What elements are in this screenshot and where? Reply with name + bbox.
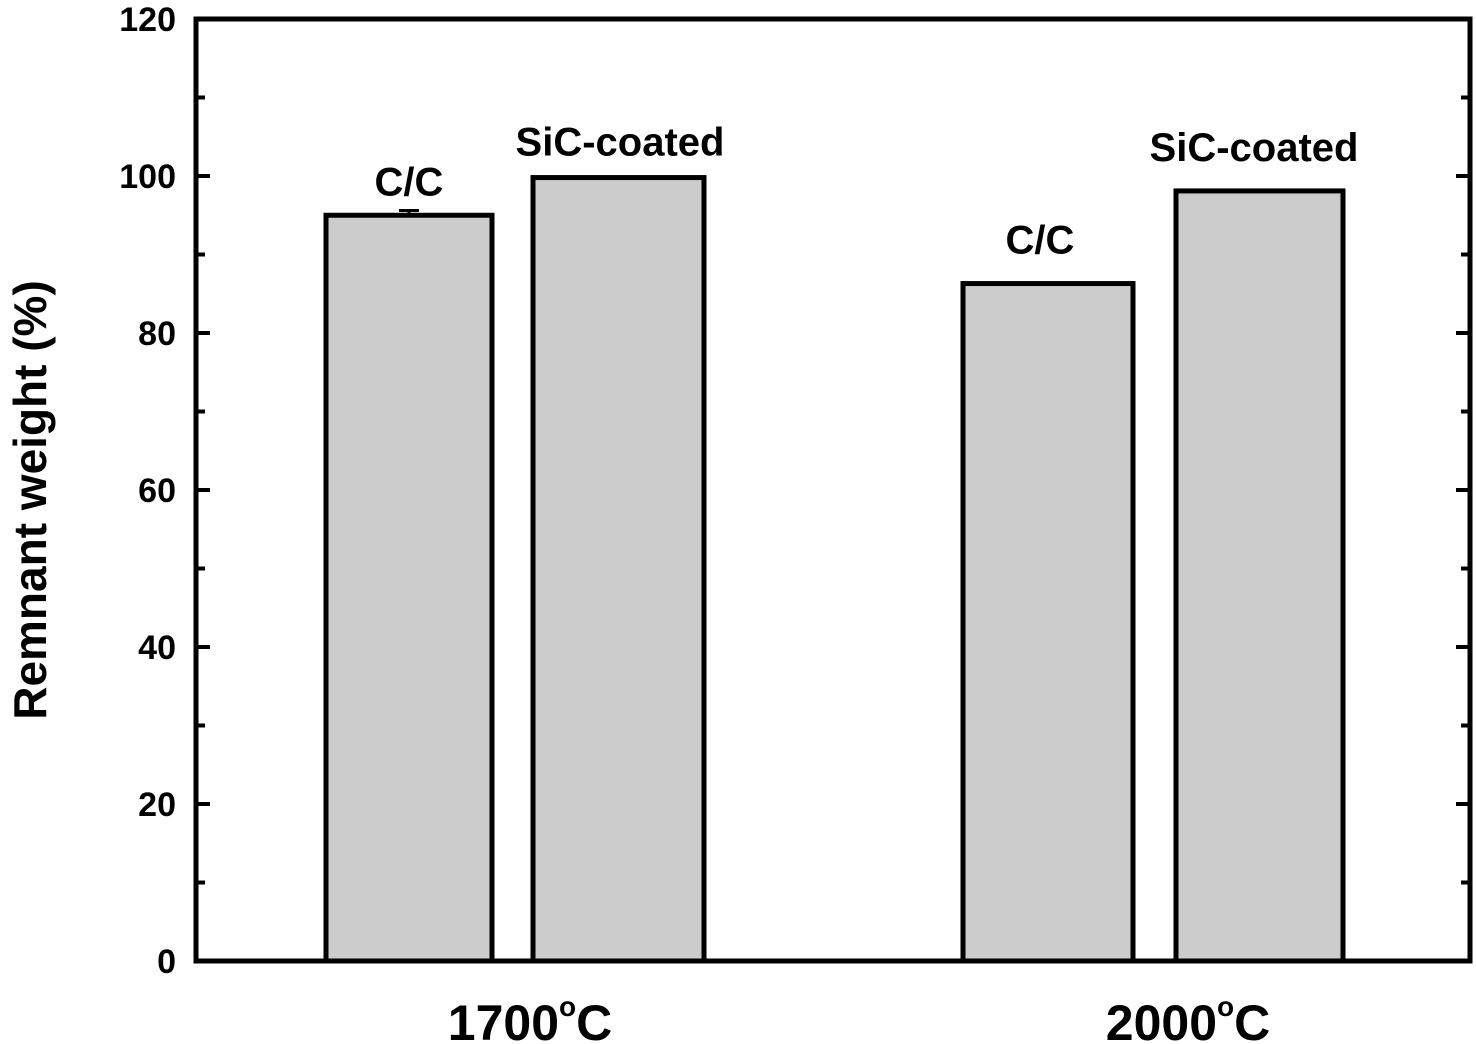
bar-data-label: C/C <box>1006 219 1075 263</box>
x-category-label: 2000oC <box>1106 991 1270 1044</box>
y-tick-label: 60 <box>138 472 176 510</box>
x-category-label: 1700oC <box>448 991 612 1044</box>
bar <box>530 175 707 964</box>
y-axis-ticks <box>196 95 1470 885</box>
y-tick-label: 120 <box>119 1 176 39</box>
bar <box>1173 188 1346 964</box>
bar <box>323 212 495 964</box>
bar-data-label: SiC-coated <box>516 121 725 165</box>
y-tick-label: 100 <box>119 158 176 196</box>
bar-data-label: SiC-coated <box>1150 126 1359 170</box>
bar <box>960 281 1136 964</box>
y-tick-label: 0 <box>157 943 176 981</box>
bar-data-label: C/C <box>375 160 444 204</box>
y-tick-label: 40 <box>138 629 176 667</box>
labels-layer: 0 20 40 60 80 100 120 C/C C/C SiC-coated SiC-coate… <box>4 1 1358 1044</box>
y-axis-title: Remnant weight (%) <box>4 280 56 720</box>
y-tick-label: 80 <box>138 315 176 353</box>
y-tick-label: 20 <box>138 786 176 824</box>
bars-layer <box>323 175 1346 964</box>
